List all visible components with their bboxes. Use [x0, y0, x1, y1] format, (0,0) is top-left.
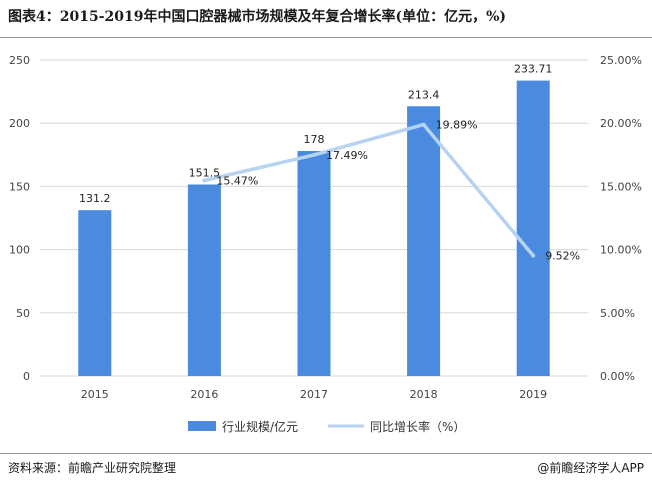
x-axis-ticks: 2015 2016 2017 2018 2019 — [81, 388, 547, 401]
growth-rate-line — [204, 122, 535, 257]
bar — [78, 210, 112, 376]
x-axis-tick-label: 2019 — [519, 388, 547, 401]
brand-credit: @前瞻经济学人APP — [537, 461, 644, 475]
source-note: 资料来源：前瞻产业研究院整理 — [8, 461, 177, 475]
left-axis-tick-label: 0 — [23, 370, 30, 383]
chart-title: 图表4：2015-2019年中国口腔器械市场规模及年复合增长率(单位：亿元，%) — [8, 9, 507, 25]
bar-data-label: 178 — [304, 133, 325, 146]
right-axis-tick-label: 20.00% — [600, 117, 642, 130]
line-data-label: 9.52% — [545, 250, 580, 263]
x-axis-tick-label: 2015 — [81, 388, 109, 401]
left-axis-tick-label: 200 — [9, 117, 30, 130]
bar-data-label: 131.2 — [79, 192, 111, 205]
left-axis-tick-label: 250 — [9, 54, 30, 67]
chart: 0 50 100 150 200 250 0.00% 5.00% 10.00% 15.00% 20… — [9, 54, 642, 434]
line-series — [202, 122, 536, 258]
bar — [187, 184, 221, 376]
right-axis-tick-label: 10.00% — [600, 244, 642, 257]
line-point — [531, 253, 536, 258]
line-data-label: 17.49% — [326, 149, 368, 162]
left-axis-tick-label: 100 — [9, 244, 30, 257]
x-axis-tick-label: 2017 — [300, 388, 328, 401]
left-axis-tick-label: 50 — [16, 307, 30, 320]
line-data-label: 19.89% — [436, 119, 478, 132]
title-divider — [0, 37, 652, 38]
right-axis-tick-label: 15.00% — [600, 180, 642, 193]
right-axis-tick-label: 0.00% — [600, 370, 635, 383]
legend-bar-label: 行业规模/亿元 — [222, 419, 298, 434]
bar-data-label: 233.71 — [514, 63, 553, 76]
line-data-label: 15.47% — [216, 174, 258, 187]
footer-divider — [0, 453, 652, 454]
line-point — [421, 122, 426, 127]
right-axis-tick-label: 25.00% — [600, 54, 642, 67]
right-axis-ticks: 0.00% 5.00% 10.00% 15.00% 20.00% 25.00% — [600, 54, 642, 383]
line-point — [312, 152, 316, 157]
bar-data-labels: 131.2 151.5 178 213.4 233.71 — [79, 63, 552, 206]
right-axis-tick-label: 5.00% — [600, 307, 635, 320]
left-axis-ticks: 0 50 100 150 200 250 — [9, 54, 30, 383]
bar — [407, 106, 441, 377]
bar — [297, 151, 331, 376]
left-axis-tick-label: 150 — [9, 180, 30, 193]
x-axis-tick-label: 2018 — [410, 388, 438, 401]
bar-series — [78, 80, 550, 377]
legend-bar-swatch — [188, 421, 216, 431]
line-data-labels: 15.47% 17.49% 19.89% 9.52% — [216, 119, 580, 263]
legend-line-label: 同比增长率（%） — [370, 419, 465, 434]
line-point — [202, 178, 207, 183]
bar-data-label: 213.4 — [408, 88, 440, 101]
bar-data-label: 151.5 — [189, 167, 221, 180]
x-axis-tick-label: 2016 — [190, 388, 218, 401]
bar — [516, 80, 550, 376]
legend: 行业规模/亿元 同比增长率（%） — [188, 419, 465, 434]
